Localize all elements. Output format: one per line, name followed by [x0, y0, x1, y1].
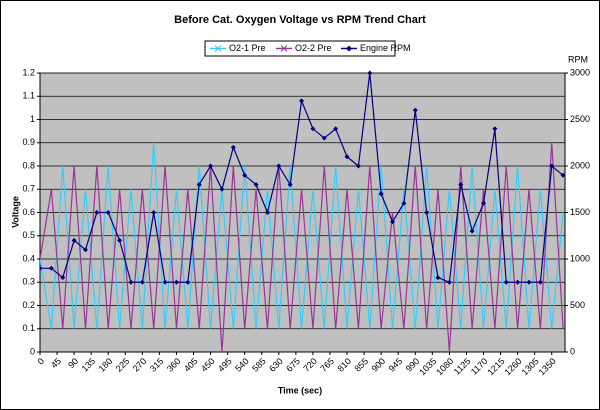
rpm-marker: [219, 186, 225, 192]
y-tick-label: 0.5: [22, 230, 35, 240]
rpm-marker: [310, 126, 316, 132]
legend-box: [204, 40, 396, 57]
rpm-marker: [458, 182, 464, 188]
rpm-marker: [503, 279, 509, 285]
rpm-marker: [344, 154, 350, 160]
y2-tick-label: 2500: [570, 114, 590, 124]
rpm-marker: [469, 228, 475, 234]
rpm-marker: [71, 237, 77, 243]
rpm-marker: [185, 279, 191, 285]
y-tick-label: 0.9: [22, 137, 35, 147]
rpm-marker: [151, 210, 157, 215]
rpm-marker: [549, 163, 555, 169]
y-tick-label: 0.8: [22, 160, 35, 170]
rpm-marker: [401, 200, 407, 206]
rpm-marker: [412, 107, 418, 113]
y-tick-label: 0.7: [22, 184, 35, 194]
y-tick-label: 1.1: [22, 91, 35, 101]
rpm-marker: [105, 210, 111, 215]
y-tick-label: 0.2: [22, 300, 35, 310]
rpm-marker: [196, 182, 202, 188]
rpm-marker: [378, 191, 384, 197]
rpm-marker: [128, 279, 134, 285]
rpm-marker: [117, 237, 123, 243]
x-tick-label: 0: [35, 356, 46, 367]
y-tick-label: 0.3: [22, 277, 35, 287]
rpm-marker: [276, 163, 282, 169]
rpm-marker: [526, 279, 532, 285]
rpm-marker: [242, 172, 248, 178]
rpm-marker: [515, 279, 521, 285]
rpm-marker: [367, 70, 373, 76]
rpm-marker: [435, 275, 441, 281]
rpm-marker: [481, 200, 487, 206]
rpm-marker: [173, 279, 179, 285]
y-tick-label: 0.6: [22, 207, 35, 217]
rpm-marker: [48, 265, 54, 271]
y-tick-label: 0.4: [22, 253, 35, 263]
y2-tick-label: 500: [570, 300, 585, 310]
rpm-marker: [264, 210, 270, 215]
rpm-marker: [321, 135, 327, 141]
legend-label: Engine RPM: [360, 43, 411, 53]
rpm-marker: [560, 172, 565, 178]
y-tick-label: 0: [30, 346, 35, 356]
y-axis-title: Voltage: [10, 196, 20, 228]
rpm-marker: [390, 219, 396, 225]
y2-tick-label: 1500: [570, 207, 590, 217]
y2-tick-label: 3000: [570, 67, 590, 77]
y-tick-label: 1: [30, 114, 35, 124]
rpm-marker: [355, 163, 361, 169]
x-axis-title: Time (sec): [278, 385, 322, 395]
chart-title: Before Cat. Oxygen Voltage vs RPM Trend …: [174, 14, 426, 26]
rpm-marker: [287, 182, 293, 188]
legend: O2-1 Pre O2-2 Pre Engine RPM: [204, 40, 411, 57]
rpm-marker: [208, 163, 214, 169]
rpm-marker: [424, 210, 430, 215]
rpm-marker: [537, 279, 543, 285]
rpm-marker: [253, 182, 259, 188]
rpm-marker: [230, 144, 236, 150]
y2-tick-label: 2000: [570, 160, 590, 170]
legend-label: O2-1 Pre: [229, 43, 266, 53]
series-group: [40, 70, 565, 353]
legend-marker: [214, 45, 222, 52]
rpm-marker: [94, 210, 100, 215]
y-tick-label: 1.2: [22, 67, 35, 77]
rpm-marker: [492, 126, 498, 132]
rpm-marker: [40, 265, 43, 271]
legend-label: O2-2 Pre: [295, 43, 332, 53]
rpm-marker: [299, 98, 305, 104]
rpm-marker: [446, 279, 452, 285]
rpm-marker: [60, 275, 66, 281]
rpm-marker: [162, 279, 168, 285]
rpm-marker: [139, 279, 145, 285]
y-tick-label: 0.1: [22, 323, 35, 333]
y2-axis-title: RPM: [568, 54, 588, 64]
y2-tick-label: 1000: [570, 253, 590, 263]
rpm-marker: [333, 126, 339, 132]
rpm-marker: [82, 247, 88, 253]
legend-marker: [280, 45, 288, 52]
series-line: [40, 142, 564, 353]
y2-tick-label: 0: [570, 346, 575, 356]
legend-marker: [346, 45, 352, 52]
